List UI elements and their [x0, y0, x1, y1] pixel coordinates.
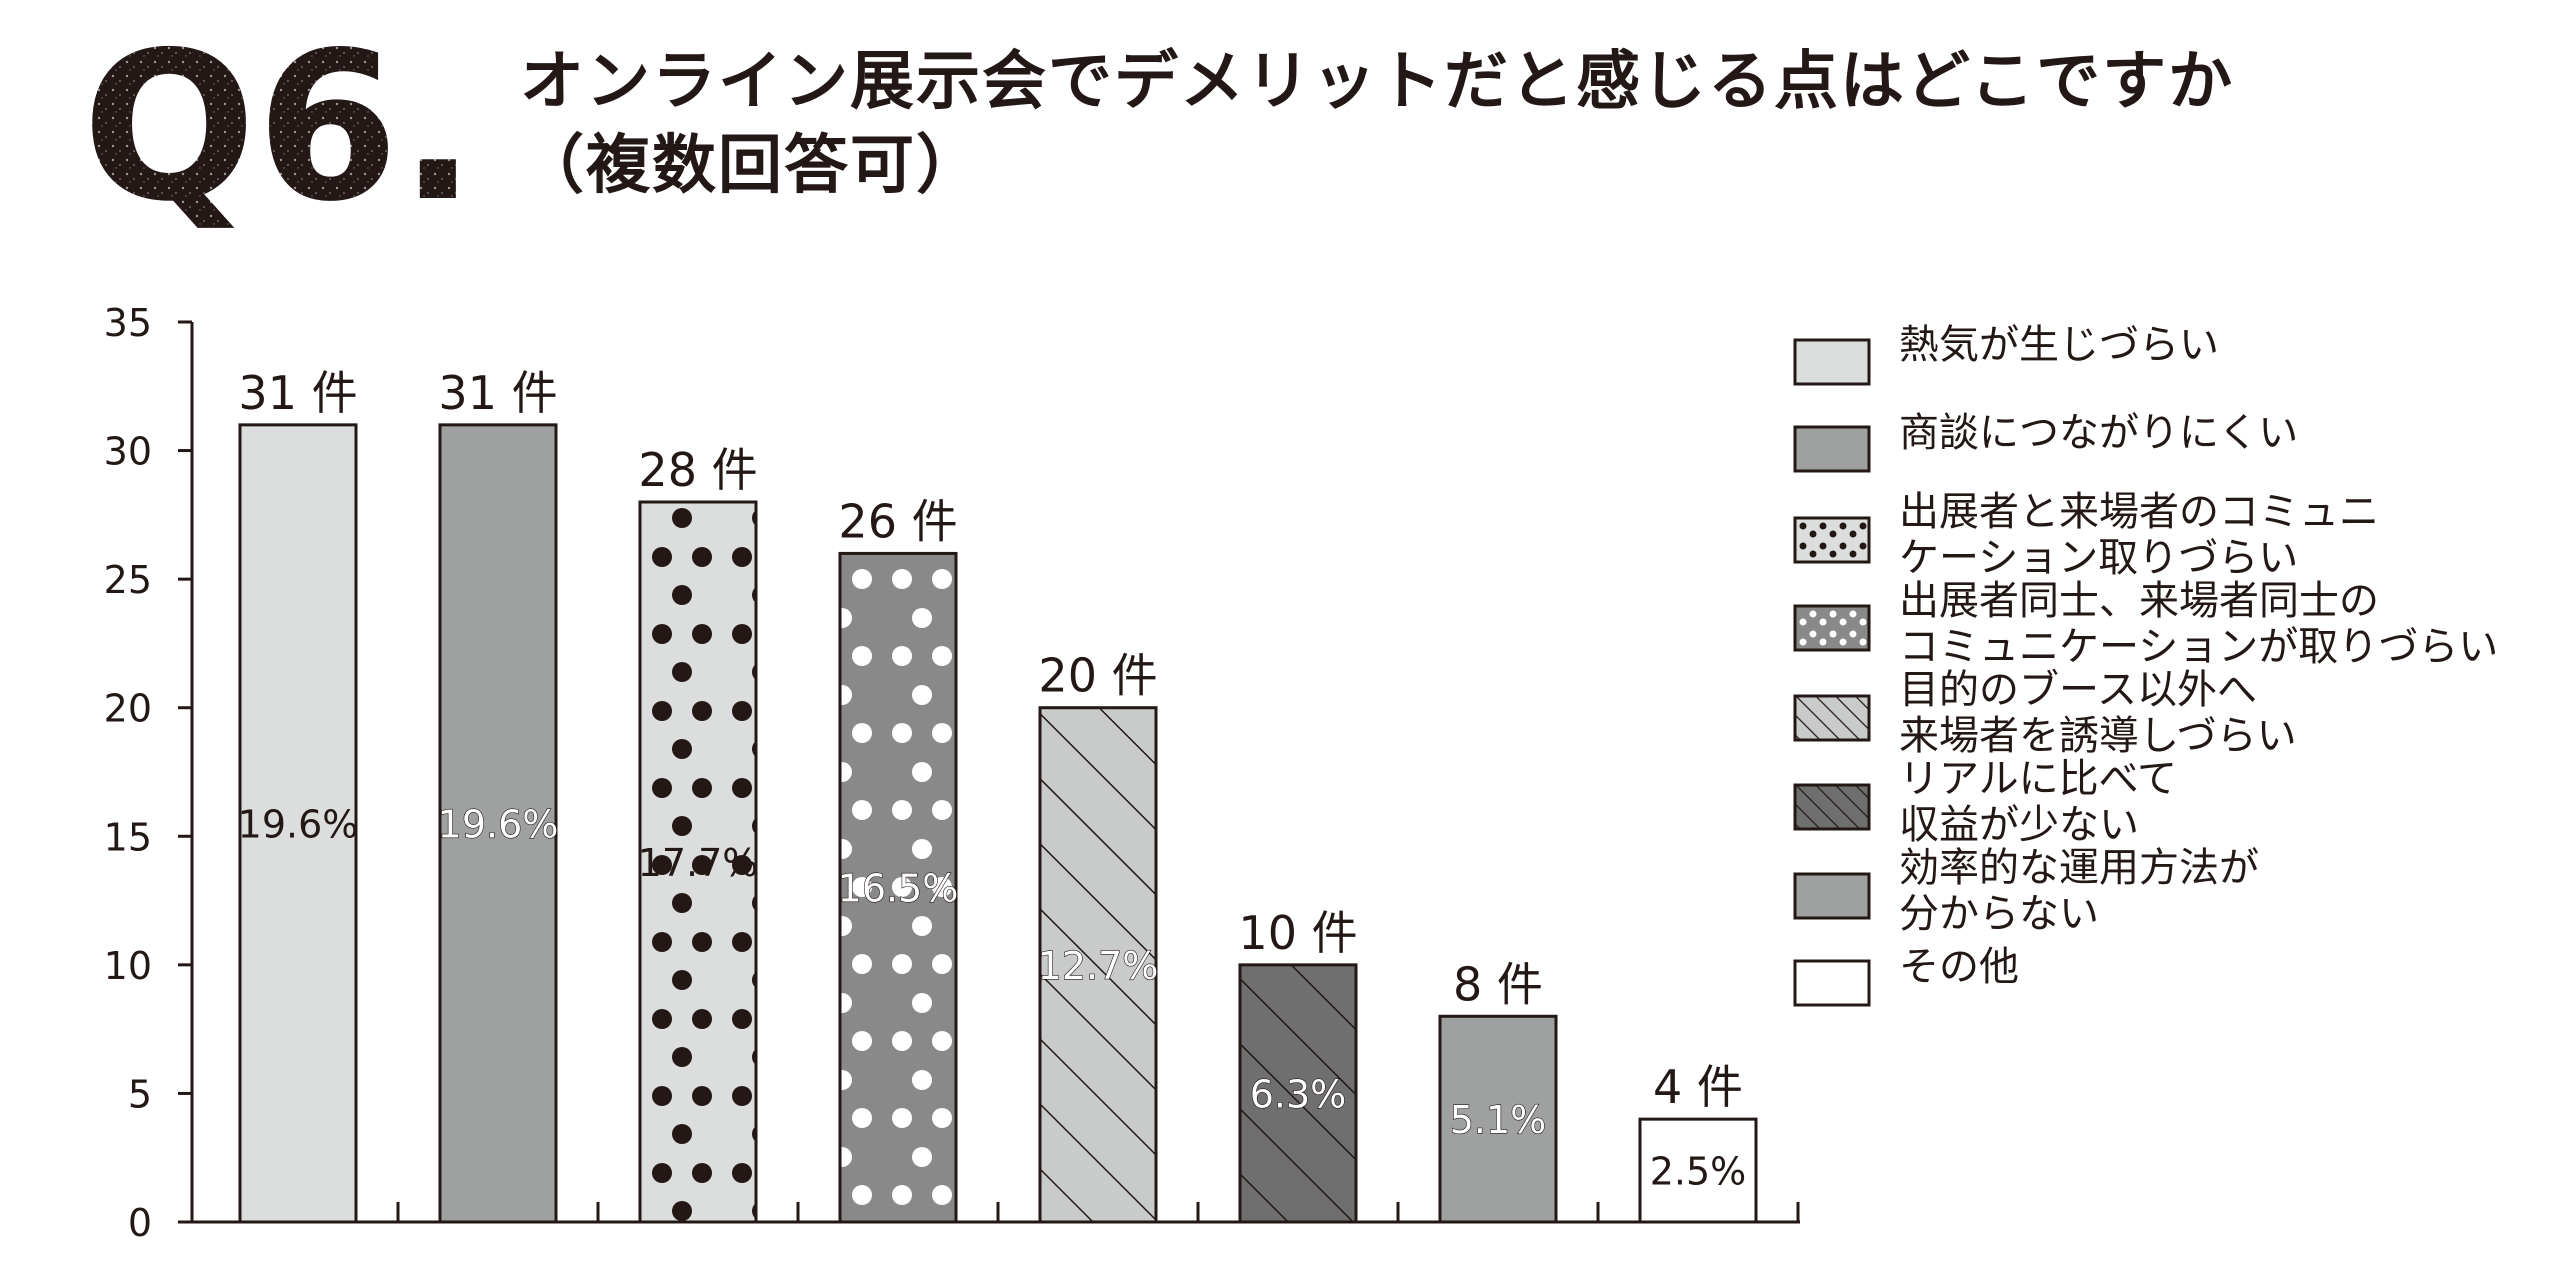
bar — [838, 551, 958, 1224]
bar — [1038, 706, 1158, 1224]
legend-swatch — [1793, 694, 1871, 742]
bars — [238, 423, 1758, 1224]
question-number-badge: Q6. — [82, 30, 477, 230]
legend-label: リアルに比べて 収益が少ない — [1899, 756, 2177, 848]
y-axis: 0 5 10 15 20 25 30 35 — [104, 301, 194, 1245]
legend-label: 効率的な運用方法が 分からない — [1899, 845, 2259, 937]
legend-label: 出展者同士、来場者同士の コミュニケーションが取りづらい — [1899, 578, 2499, 670]
legend-swatch — [1793, 872, 1871, 920]
bar-percent-label: 6.3% — [1250, 1072, 1347, 1116]
bar — [438, 423, 558, 1224]
bar-value-label: 28 件 — [638, 443, 757, 497]
question-title: オンライン展示会でデメリットだと感じる点はどこですか （複数回答可） — [520, 40, 2234, 208]
legend-swatch — [1793, 783, 1871, 831]
data-labels: 31 件 19.6% 31 件 19.6% 28 件 17.7% 26 件 16.5% 20 件… — [238, 366, 1747, 1194]
question-title-line-2: （複数回答可） — [520, 129, 982, 203]
bar — [1638, 1117, 1758, 1224]
bar-value-label: 8 件 — [1453, 957, 1543, 1011]
legend-swatch — [1793, 959, 1871, 1007]
question-number: Q6. — [82, 30, 477, 230]
bar — [1438, 1014, 1558, 1224]
legend-swatch — [1793, 604, 1871, 652]
bar-value-label: 4 件 — [1653, 1060, 1743, 1114]
y-tick-label: 5 — [128, 1072, 152, 1116]
legend-label: 熱気が生じづらい — [1899, 322, 2219, 368]
legend-label: 出展者と来場者のコミュニ ケーション取りづらい — [1899, 489, 2379, 581]
bar-value-label: 20 件 — [1038, 649, 1157, 703]
bar-percent-label: 17.7% — [638, 841, 759, 885]
bar-value-label: 26 件 — [838, 494, 957, 548]
bar-percent-label: 19.6% — [238, 802, 359, 846]
question-title-line-1: オンライン展示会でデメリットだと感じる点はどこですか — [520, 45, 2235, 119]
bar — [1238, 963, 1358, 1224]
bar — [238, 423, 358, 1224]
y-tick-label: 15 — [104, 815, 152, 859]
bar-value-label: 31 件 — [238, 366, 357, 420]
bar-percent-label: 5.1% — [1450, 1098, 1547, 1142]
y-tick-label: 10 — [104, 944, 152, 988]
bar-percent-label: 12.7% — [1038, 944, 1159, 988]
y-tick-label: 0 — [128, 1201, 152, 1245]
bar-percent-label: 19.6% — [438, 802, 559, 846]
legend-label: 商談につながりにくい — [1899, 410, 2299, 456]
legend-swatch — [1793, 338, 1871, 386]
bar-value-label: 31 件 — [438, 366, 557, 420]
bar-percent-label: 2.5% — [1650, 1150, 1747, 1194]
bar — [638, 500, 758, 1224]
bar-percent-label: 16.5% — [838, 867, 959, 911]
legend-swatch — [1793, 516, 1871, 564]
y-tick-label: 35 — [104, 301, 152, 345]
x-axis — [192, 1202, 1800, 1224]
legend-label: その他 — [1899, 944, 2019, 990]
legend-swatch — [1793, 425, 1871, 473]
y-tick-label: 30 — [104, 430, 152, 474]
bar-value-label: 10 件 — [1238, 906, 1357, 960]
y-tick-label: 25 — [104, 558, 152, 602]
y-tick-label: 20 — [104, 687, 152, 731]
legend-label: 目的のブース以外へ 来場者を誘導しづらい — [1899, 667, 2297, 759]
